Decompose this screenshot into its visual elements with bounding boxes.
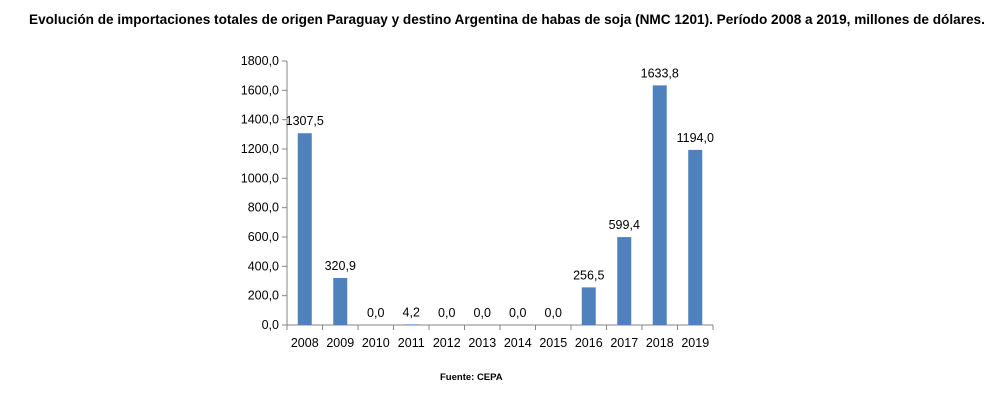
x-tick-label: 2015: [539, 336, 567, 350]
x-tick-label: 2014: [504, 336, 532, 350]
x-tick-label: 2010: [362, 336, 390, 350]
y-tick-label: 600,0: [248, 230, 279, 244]
y-tick-label: 1800,0: [241, 54, 279, 68]
y-tick-label: 1400,0: [241, 113, 279, 127]
data-label-2016: 256,5: [573, 268, 604, 282]
data-labels: 1307,5 320,9 0,0 4,2 0,0 0,0 0,0 0,0 256,5 599,4 1…: [286, 66, 714, 320]
x-tick-label: 2019: [681, 336, 709, 350]
data-label-2008: 1307,5: [286, 114, 324, 128]
bar-2008: [297, 133, 312, 325]
data-label-2017: 599,4: [609, 218, 640, 232]
y-tick-label: 0,0: [262, 318, 279, 332]
data-label-2015: 0,0: [545, 306, 562, 320]
x-tick-label: 2013: [468, 336, 496, 350]
bar-2018: [652, 85, 667, 325]
y-tick-label: 1600,0: [241, 83, 279, 97]
x-tick-label: 2016: [575, 336, 603, 350]
y-tick-label: 1200,0: [241, 142, 279, 156]
y-axis-ticks: 0,0 200,0 400,0 600,0 800,0 1000,0 1200,0 1400,…: [241, 54, 287, 332]
bar-2017: [617, 237, 632, 325]
bar-2016: [581, 287, 596, 325]
y-tick-label: 800,0: [248, 201, 279, 215]
source-note: Fuente: CEPA: [440, 372, 503, 383]
x-axis-ticks: 2008 2009 2010 2011 2012 2013 2014 2015 2016 2017…: [286, 325, 714, 350]
bar-2009: [333, 277, 348, 325]
x-tick-label: 2008: [291, 336, 319, 350]
data-label-2010: 0,0: [367, 306, 384, 320]
y-tick-label: 1000,0: [241, 171, 279, 185]
data-label-2009: 320,9: [325, 259, 356, 273]
data-label-2011: 4,2: [403, 305, 420, 319]
x-tick-label: 2009: [326, 336, 354, 350]
x-tick-label: 2018: [646, 336, 674, 350]
bar-2011: [404, 324, 419, 325]
y-tick-label: 400,0: [248, 259, 279, 273]
chart-title: Evolución de importaciones totales de or…: [29, 12, 985, 27]
bar-2019: [688, 149, 703, 325]
data-label-2013: 0,0: [474, 306, 491, 320]
y-tick-label: 200,0: [248, 289, 279, 303]
data-label-2018: 1633,8: [641, 66, 679, 80]
bar-series: [297, 85, 703, 325]
data-label-2012: 0,0: [438, 306, 455, 320]
x-tick-label: 2012: [433, 336, 461, 350]
x-tick-label: 2011: [398, 336, 425, 350]
x-tick-label: 2017: [610, 336, 638, 350]
data-label-2014: 0,0: [509, 306, 526, 320]
data-label-2019: 1194,0: [677, 131, 714, 145]
